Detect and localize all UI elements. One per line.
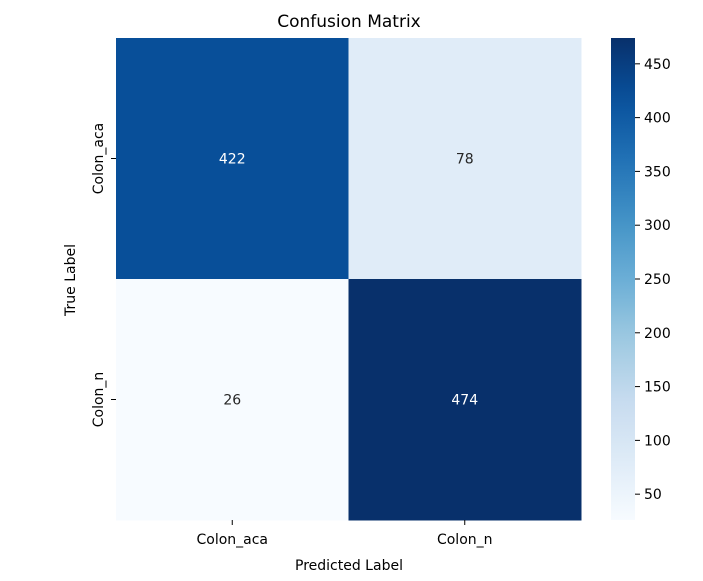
y-tick-label: Colon_aca <box>91 123 107 195</box>
cell-value-label: 474 <box>451 393 478 409</box>
heatmap-cell <box>116 279 349 521</box>
colorbar-gradient <box>611 38 635 520</box>
cell-value-label: 78 <box>456 152 474 168</box>
colorbar-tick-label: 300 <box>644 218 671 234</box>
x-axis-label: Predicted Label <box>295 558 403 574</box>
colorbar-tick-label: 450 <box>644 57 671 73</box>
heatmap-cell <box>116 38 349 280</box>
colorbar-tick-label: 200 <box>644 326 671 342</box>
x-axis: Colon_aca Colon_n <box>196 520 493 548</box>
x-tick-label: Colon_aca <box>196 532 268 548</box>
colorbar-tick-label: 150 <box>644 380 671 396</box>
heatmap-cell <box>348 279 582 521</box>
cell-value-label: 26 <box>223 393 241 409</box>
y-axis-label: True Label <box>63 244 79 317</box>
colorbar-tick-label: 100 <box>644 433 671 449</box>
x-tick-label: Colon_n <box>437 532 493 548</box>
colorbar: 50 100 150 200 250 300 350 400 450 <box>611 38 671 520</box>
chart-title: Confusion Matrix <box>277 12 421 32</box>
colorbar-tick-label: 400 <box>644 111 671 127</box>
cell-value-label: 422 <box>219 152 246 168</box>
colorbar-tick-label: 50 <box>644 487 662 503</box>
colorbar-tick-label: 250 <box>644 272 671 288</box>
y-tick-label: Colon_n <box>91 372 107 428</box>
heatmap-cell <box>348 38 582 280</box>
y-axis: Colon_aca Colon_n <box>91 123 116 428</box>
heatmap-cells: 422 78 26 474 <box>116 38 582 521</box>
colorbar-tick-label: 350 <box>644 164 671 180</box>
